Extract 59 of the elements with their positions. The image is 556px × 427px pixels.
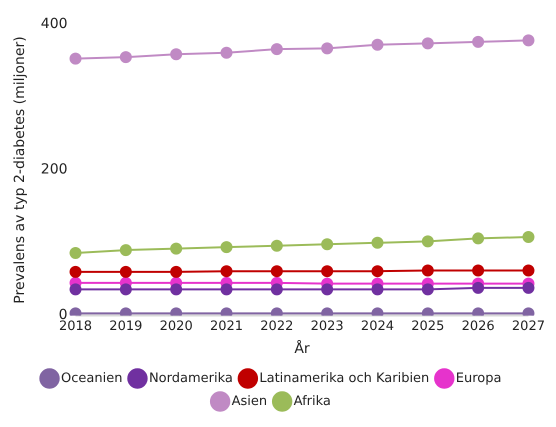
legend-label: Asien	[232, 394, 268, 409]
point	[522, 282, 534, 294]
point	[170, 266, 182, 278]
x-tick-label: 2019	[109, 318, 142, 334]
x-tick-label: 2024	[360, 318, 394, 334]
point	[170, 242, 182, 255]
point	[371, 265, 384, 278]
point	[120, 283, 132, 296]
point	[522, 264, 534, 276]
point	[120, 51, 132, 64]
point	[371, 38, 384, 51]
legend-label: Oceanien	[61, 370, 122, 386]
point	[220, 241, 232, 254]
x-tick-label: 2023	[310, 318, 344, 334]
point	[321, 265, 334, 278]
x-axis-title: År	[294, 340, 310, 358]
point	[522, 230, 534, 243]
point	[270, 43, 283, 56]
y-tick-label: 200	[40, 162, 68, 178]
point	[472, 36, 484, 48]
point	[220, 265, 232, 278]
point	[321, 42, 334, 54]
point	[120, 244, 132, 256]
legend-label: Europa	[456, 370, 502, 386]
point	[522, 34, 534, 46]
point	[422, 264, 434, 276]
point	[270, 265, 283, 278]
point	[270, 240, 283, 252]
legend-label: Afrika	[294, 394, 331, 409]
point	[422, 235, 434, 248]
legend-label: Latinamerika och Karibien	[259, 370, 430, 386]
y-axis-title: Prevalens av typ 2-diabetes (miljoner)	[12, 36, 28, 304]
point	[220, 46, 232, 59]
point	[472, 264, 484, 276]
point	[371, 283, 384, 296]
point	[70, 246, 82, 259]
point	[70, 266, 82, 278]
point	[270, 283, 283, 296]
x-tick-label: 2026	[462, 318, 495, 334]
point	[170, 283, 182, 296]
point	[371, 236, 384, 249]
x-tick-label: 2021	[210, 318, 244, 334]
point	[422, 37, 434, 50]
point	[120, 266, 132, 278]
y-tick-label: 400	[40, 16, 68, 32]
point	[472, 232, 484, 244]
point	[220, 283, 232, 296]
point	[472, 282, 484, 294]
point	[321, 283, 334, 296]
x-tick-label: 2025	[411, 318, 444, 334]
point	[422, 283, 434, 296]
point	[70, 52, 82, 65]
legend-label: Nordamerika	[148, 370, 233, 386]
x-tick-label: 2022	[260, 318, 294, 334]
point	[70, 283, 82, 296]
x-tick-label: 2020	[160, 318, 193, 334]
x-tick-label: 2027	[512, 318, 546, 334]
point	[321, 238, 334, 250]
point	[170, 48, 182, 60]
